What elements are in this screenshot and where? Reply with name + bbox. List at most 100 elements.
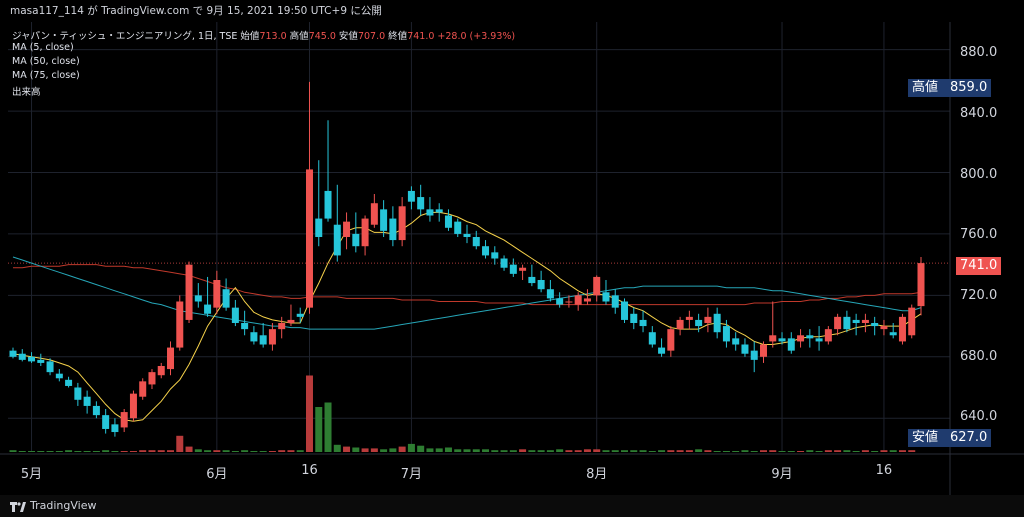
volume-bar — [102, 450, 110, 452]
volume-bar — [778, 451, 786, 452]
volume-bar — [426, 448, 434, 452]
candle-body — [185, 264, 193, 320]
volume-bar — [750, 451, 758, 452]
candle-body — [852, 319, 860, 323]
candle-body — [861, 319, 869, 323]
candle-body — [509, 264, 517, 274]
volume-bar — [333, 444, 341, 452]
volume-bar — [407, 443, 415, 452]
y-tick-label: 760.0 — [960, 227, 998, 242]
volume-bar — [658, 450, 666, 452]
volume-bar — [556, 449, 564, 452]
candle-body — [704, 316, 712, 323]
candle-body — [806, 335, 814, 339]
candle-body — [361, 218, 369, 247]
candle-body — [102, 415, 110, 429]
candle-body — [732, 338, 740, 345]
candle-body — [630, 313, 638, 323]
volume-bar — [444, 447, 452, 452]
x-tick-label: 8月 — [586, 467, 608, 482]
volume-bar — [861, 450, 869, 452]
volume-bar — [139, 450, 147, 452]
candle-body — [759, 344, 767, 357]
volume-bar — [769, 450, 777, 452]
x-tick-label: 9月 — [771, 467, 793, 482]
candle-body — [685, 316, 693, 320]
candle-body — [250, 332, 258, 342]
volume-bar — [111, 451, 119, 452]
volume-bar — [611, 450, 619, 452]
candle-body — [324, 190, 332, 219]
legend-low-label: 安値 — [338, 31, 358, 42]
candle-body — [111, 424, 119, 433]
candle-body — [444, 215, 452, 228]
volume-bar — [222, 450, 230, 452]
candle-body — [463, 233, 471, 237]
candlestick-chart[interactable] — [0, 22, 1024, 495]
legend-ma75[interactable]: MA (75, close) — [12, 70, 80, 81]
volume-bar — [65, 450, 73, 452]
candle-body — [621, 301, 629, 320]
legend-volume[interactable]: 出来高 — [12, 87, 41, 98]
volume-bar — [204, 450, 212, 452]
volume-bar — [55, 451, 63, 452]
volume-bar — [491, 450, 499, 452]
volume-bar — [213, 450, 221, 452]
candle-body — [83, 396, 91, 406]
candle-body — [787, 338, 795, 351]
candle-body — [824, 329, 832, 342]
candle-body — [213, 280, 221, 308]
volume-bar — [361, 448, 369, 452]
volume-bar — [120, 451, 128, 452]
volume-bar — [797, 451, 805, 452]
legend-ma50[interactable]: MA (50, close) — [12, 56, 80, 67]
candle-body — [370, 203, 378, 225]
candle-body — [797, 335, 805, 342]
volume-bar — [528, 450, 536, 452]
volume-bar — [667, 450, 675, 452]
volume-bar — [278, 450, 286, 452]
candle-body — [9, 350, 17, 357]
candle-body — [148, 372, 156, 385]
legend-open-value: 713.0 — [259, 31, 287, 42]
volume-bar — [268, 451, 276, 452]
y-tick-label: 720.0 — [960, 288, 998, 303]
volume-bar — [231, 451, 239, 452]
volume-bar — [370, 448, 378, 452]
legend-close-value: 741.0 — [407, 31, 435, 42]
candle-body — [889, 332, 897, 336]
candle-body — [676, 319, 684, 330]
candles — [9, 81, 925, 437]
volume-bar — [593, 449, 601, 452]
volume-bar — [889, 450, 897, 452]
candle-body — [139, 381, 147, 397]
volume-bar — [398, 446, 406, 452]
candle-body — [65, 379, 73, 386]
candle-body — [528, 276, 536, 284]
legend-high-label: 高値 — [289, 31, 309, 42]
volume-bar — [417, 445, 425, 452]
candle-body — [296, 313, 304, 317]
volume-bar — [704, 450, 712, 452]
x-tick-label: 16 — [301, 463, 318, 478]
volume-bar — [621, 450, 629, 452]
volume-bar — [324, 402, 332, 452]
candle-body — [398, 206, 406, 241]
candle-body — [667, 329, 675, 351]
footer-brand: TradingView — [30, 499, 97, 512]
volume-bar — [574, 450, 582, 452]
ma75-line — [13, 264, 922, 306]
y-tick-label: 800.0 — [960, 167, 998, 182]
high-badge-label: 高値 — [912, 80, 939, 95]
candle-body — [435, 209, 443, 213]
candle-body — [46, 361, 54, 373]
candle-body — [908, 307, 916, 336]
volume-bar — [843, 450, 851, 452]
candle-body — [750, 350, 758, 360]
candle-body — [426, 209, 434, 216]
tradingview-logo-icon[interactable] — [10, 499, 26, 513]
legend-ma5[interactable]: MA (5, close) — [12, 42, 74, 53]
candle-body — [343, 221, 351, 237]
candle-body — [333, 224, 341, 256]
volume-bar — [713, 451, 721, 452]
